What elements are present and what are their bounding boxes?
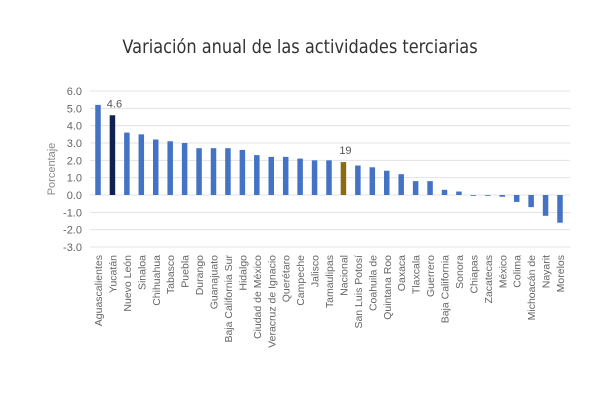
x-tick-label: Oaxaca xyxy=(396,255,408,291)
x-tick-label: Baja California Sur xyxy=(223,255,235,343)
bar xyxy=(210,148,217,195)
bar xyxy=(398,174,404,195)
x-tick-label: San Luis Potosí xyxy=(353,255,365,329)
x-tick-label: Tamaulipas xyxy=(324,255,336,308)
x-tick-label: Hidalgo xyxy=(237,255,249,291)
bar xyxy=(528,195,534,208)
x-tick-label: Durango xyxy=(194,255,206,295)
y-tick-label: -1.0 xyxy=(63,207,82,219)
bar xyxy=(254,155,260,195)
x-tick-label: Sinaloa xyxy=(136,255,148,290)
y-tick-label: 3.0 xyxy=(67,138,82,150)
bar xyxy=(282,156,289,195)
x-tick-label: Puebla xyxy=(180,255,192,288)
x-tick-label: Sonora xyxy=(454,255,466,289)
bar xyxy=(311,160,318,195)
x-tick-label: Jalisco xyxy=(310,255,322,287)
bar xyxy=(557,195,563,223)
data-label: 4.6 xyxy=(107,98,122,110)
bar xyxy=(456,191,462,195)
bar xyxy=(181,143,188,195)
bar xyxy=(167,141,173,195)
x-tick-label: Nayarit xyxy=(541,255,553,288)
x-tick-label: Morelos xyxy=(555,255,567,292)
y-tick-label: 5.0 xyxy=(67,103,82,115)
y-tick-label: -3.0 xyxy=(63,242,82,254)
x-tick-label: Chiapas xyxy=(468,255,480,294)
bar xyxy=(441,189,448,195)
bar xyxy=(297,158,303,195)
bar xyxy=(340,162,347,195)
x-tick-label: Guanajuato xyxy=(209,255,221,309)
bar xyxy=(355,165,361,195)
bar xyxy=(513,195,520,202)
x-tick-label: Campeche xyxy=(295,255,307,306)
x-tick-label: Zacatecas xyxy=(483,255,495,303)
bar xyxy=(412,181,419,195)
bar xyxy=(427,181,433,195)
bar xyxy=(369,167,376,195)
x-tick-label: Coahuila de xyxy=(367,255,379,311)
bar xyxy=(109,115,116,195)
bar xyxy=(225,148,231,195)
y-axis-label: Porcentaje xyxy=(46,143,58,196)
x-tick-label: México xyxy=(497,255,509,288)
x-tick-label: Colima xyxy=(512,255,524,288)
bar xyxy=(542,195,549,216)
bar xyxy=(196,148,202,195)
x-tick-label: Tlaxcala xyxy=(411,255,423,294)
x-tick-label: Michoacán de xyxy=(526,255,538,321)
x-tick-label: Nuevo León xyxy=(122,255,134,312)
bar xyxy=(384,170,390,195)
x-tick-label: Yucatán xyxy=(107,255,119,293)
x-tick-label: Nacional xyxy=(338,255,350,296)
bar xyxy=(326,160,332,195)
bar xyxy=(138,134,145,195)
y-tick-label: -2.0 xyxy=(63,225,82,237)
x-tick-label: Veracruz de Ignacio xyxy=(266,255,278,348)
x-tick-label: Querétaro xyxy=(281,255,293,302)
x-tick-label: Quintana Roo xyxy=(382,255,394,320)
bar xyxy=(153,139,159,195)
bar xyxy=(124,132,130,195)
x-tick-label: Tabasco xyxy=(165,255,177,294)
x-tick-label: Aguascalientes xyxy=(93,255,105,326)
bar xyxy=(95,104,101,195)
data-label: 19 xyxy=(339,145,351,157)
y-tick-label: 4.0 xyxy=(67,121,82,133)
bar xyxy=(239,149,246,195)
x-tick-label: Ciudad de México xyxy=(252,255,264,339)
chart-title: Variación anual de las actividades terci… xyxy=(122,36,478,58)
x-tick-label: Chihuahua xyxy=(151,255,163,306)
x-tick-label: Guerrero xyxy=(425,255,437,297)
y-tick-label: 2.0 xyxy=(67,155,82,167)
bar xyxy=(485,195,491,196)
x-tick-label: Baja California xyxy=(440,255,452,323)
y-tick-label: 6.0 xyxy=(67,86,82,98)
bar xyxy=(470,195,477,196)
bar xyxy=(268,156,274,195)
y-tick-label: 0.0 xyxy=(67,190,82,202)
y-tick-label: 1.0 xyxy=(67,173,82,185)
bar xyxy=(499,195,505,197)
